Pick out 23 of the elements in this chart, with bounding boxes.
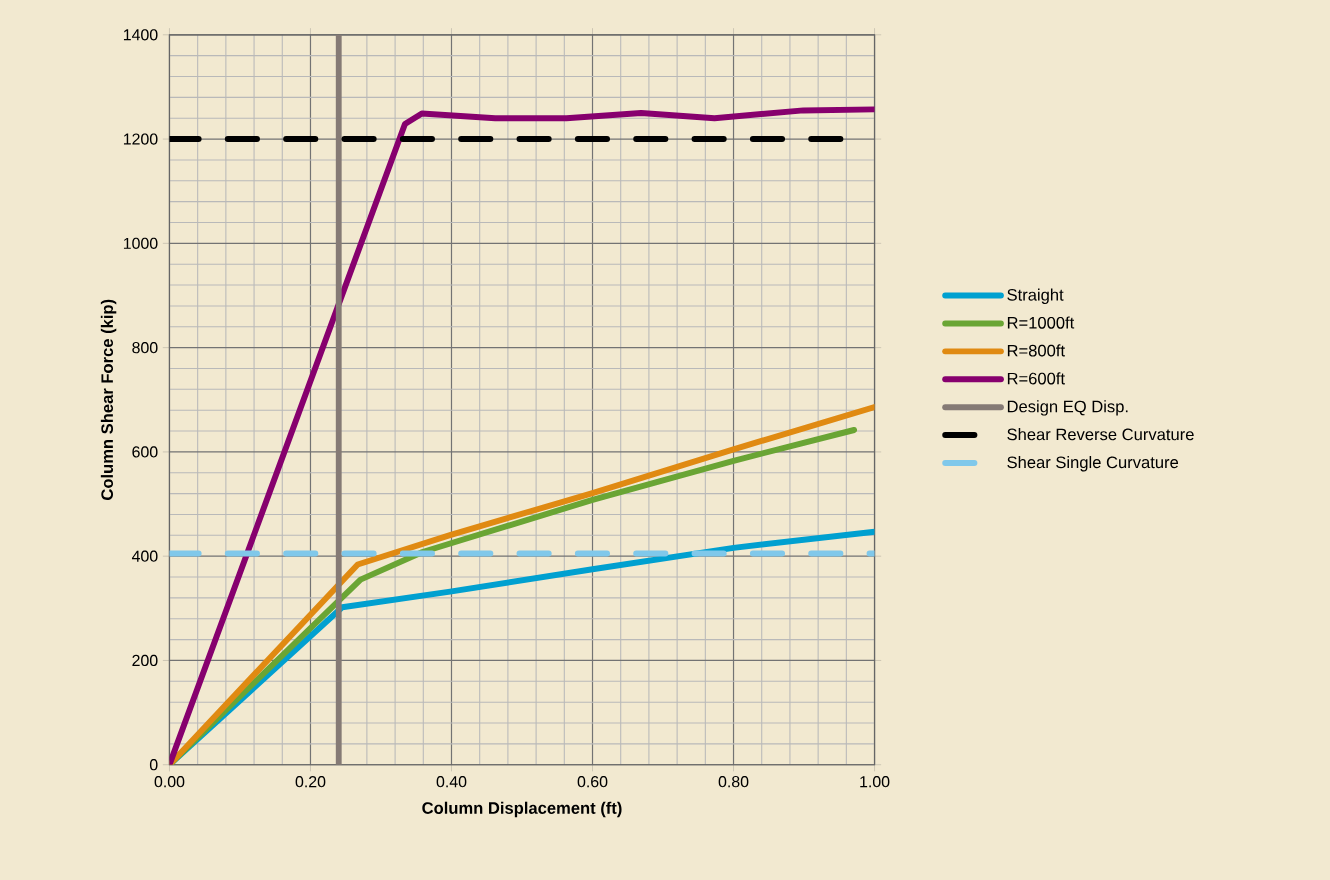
y-tick-label: 1400 — [123, 29, 158, 41]
x-tick-label: 0.80 — [718, 776, 749, 788]
x-tick-label: 0.60 — [577, 776, 608, 788]
x-tick-label: 0.00 — [154, 776, 185, 788]
y-tick-label: 200 — [132, 654, 158, 667]
legend-label: Straight — [1007, 288, 1064, 304]
x-tick-label: 0.40 — [436, 776, 467, 788]
y-axis-title: Column Shear Force (kip) — [100, 299, 117, 500]
y-tick-label: 1200 — [123, 133, 158, 145]
legend-label: Shear Reverse Curvature — [1007, 428, 1194, 441]
x-tick-label: 1.00 — [860, 776, 890, 788]
legend-label: R=1000ft — [1007, 316, 1075, 329]
legend-label: Shear Single Curvature — [1007, 455, 1179, 472]
legend-label: Design EQ Disp. — [1007, 400, 1128, 416]
y-tick-label: 600 — [132, 446, 158, 458]
y-tick-label: 800 — [132, 341, 158, 354]
y-tick-label: 1000 — [123, 237, 158, 249]
x-axis-title: Column Displacement (ft) — [422, 801, 622, 818]
y-tick-label: 400 — [131, 550, 158, 562]
x-tick-label: 0.20 — [295, 776, 326, 788]
legend-label: R=600ft — [1007, 372, 1065, 385]
legend-label: R=800ft — [1007, 344, 1065, 357]
y-tick-label: 0 — [149, 759, 158, 771]
